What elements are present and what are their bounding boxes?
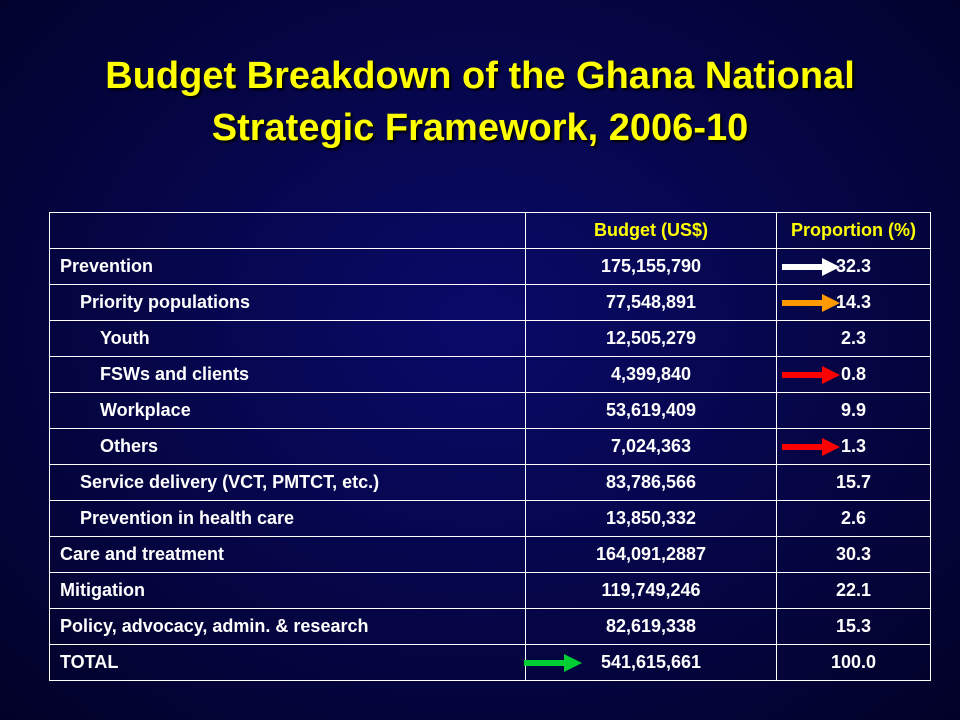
budget-table: Budget (US$) Proportion (%) Prevention 17… (49, 212, 931, 681)
row-label: Workplace (49, 392, 526, 429)
row-proportion: 32.3 (776, 248, 931, 285)
proportion-value: 15.7 (835, 472, 872, 492)
highlight-arrow-icon (524, 654, 582, 672)
proportion-value: 0.8 (840, 364, 867, 384)
row-budget: 77,548,891 (525, 284, 777, 321)
row-budget: 119,749,246 (525, 572, 777, 609)
row-proportion: 2.6 (776, 500, 931, 537)
title-line-1: Budget Breakdown of the Ghana National (105, 55, 855, 97)
proportion-value: 9.9 (840, 400, 867, 420)
proportion-value: 15.3 (835, 616, 872, 636)
budget-value: 164,091,2887 (595, 544, 707, 564)
row-label: Service delivery (VCT, PMTCT, etc.) (49, 464, 526, 501)
row-label: Mitigation (49, 572, 526, 609)
row-budget: 4,399,840 (525, 356, 777, 393)
row-label: FSWs and clients (49, 356, 526, 393)
row-proportion: 100.0 (776, 644, 931, 681)
proportion-value: 14.3 (835, 292, 872, 312)
budget-value: 77,548,891 (605, 292, 697, 312)
row-proportion: 0.8 (776, 356, 931, 393)
row-label: TOTAL (49, 644, 526, 681)
row-budget: 12,505,279 (525, 320, 777, 357)
row-label: Others (49, 428, 526, 465)
budget-value: 12,505,279 (605, 328, 697, 348)
table-row: Care and treatment 164,091,2887 30.3 (49, 536, 931, 573)
row-proportion: 22.1 (776, 572, 931, 609)
row-label: Care and treatment (49, 536, 526, 573)
row-proportion: 15.7 (776, 464, 931, 501)
highlight-arrow-icon (782, 294, 840, 312)
header-budget: Budget (US$) (525, 212, 777, 249)
proportion-value: 30.3 (835, 544, 872, 564)
row-budget: 83,786,566 (525, 464, 777, 501)
row-label: Prevention in health care (49, 500, 526, 537)
proportion-value: 22.1 (835, 580, 872, 600)
row-proportion: 9.9 (776, 392, 931, 429)
table-header-row: Budget (US$) Proportion (%) (49, 212, 931, 249)
table-row: FSWs and clients 4,399,840 0.8 (49, 356, 931, 393)
proportion-value: 32.3 (835, 256, 872, 276)
row-budget: 7,024,363 (525, 428, 777, 465)
table-row: Prevention 175,155,790 32.3 (49, 248, 931, 285)
budget-value: 82,619,338 (605, 616, 697, 636)
budget-value: 13,850,332 (605, 508, 697, 528)
row-proportion: 2.3 (776, 320, 931, 357)
table-row: Youth 12,505,279 2.3 (49, 320, 931, 357)
budget-value: 7,024,363 (610, 436, 692, 456)
row-proportion: 15.3 (776, 608, 931, 645)
table-row: Mitigation 119,749,246 22.1 (49, 572, 931, 609)
table-row: Prevention in health care 13,850,332 2.6 (49, 500, 931, 537)
proportion-value: 2.3 (840, 328, 867, 348)
budget-value: 4,399,840 (610, 364, 692, 384)
highlight-arrow-icon (782, 366, 840, 384)
row-budget: 13,850,332 (525, 500, 777, 537)
table-row: Policy, advocacy, admin. & research 82,61… (49, 608, 931, 645)
title-line-2: Strategic Framework, 2006-10 (211, 107, 749, 149)
highlight-arrow-icon (782, 438, 840, 456)
proportion-value: 1.3 (840, 436, 867, 456)
header-item (49, 212, 526, 249)
row-label: Prevention (49, 248, 526, 285)
proportion-value: 2.6 (840, 508, 867, 528)
row-proportion: 14.3 (776, 284, 931, 321)
budget-value: 541,615,661 (600, 652, 702, 672)
row-budget: 82,619,338 (525, 608, 777, 645)
table-row: Workplace 53,619,409 9.9 (49, 392, 931, 429)
budget-value: 53,619,409 (605, 400, 697, 420)
table-row: Service delivery (VCT, PMTCT, etc.) 83,78… (49, 464, 931, 501)
row-budget: 541,615,661 (524, 644, 777, 681)
row-proportion: 30.3 (776, 536, 931, 573)
row-label: Youth (49, 320, 526, 357)
row-budget: 164,091,2887 (525, 536, 777, 573)
table-row: TOTAL 541,615,661 100.0 (49, 644, 931, 681)
slide-title: Budget Breakdown of the Ghana National S… (0, 50, 960, 154)
row-label: Priority populations (49, 284, 526, 321)
table-row: Priority populations 77,548,891 14.3 (49, 284, 931, 321)
row-proportion: 1.3 (776, 428, 931, 465)
budget-value: 83,786,566 (605, 472, 697, 492)
row-label: Policy, advocacy, admin. & research (49, 608, 526, 645)
header-proportion: Proportion (%) (776, 212, 931, 249)
proportion-value: 100.0 (830, 652, 877, 672)
budget-value: 119,749,246 (601, 580, 701, 600)
highlight-arrow-icon (782, 258, 840, 276)
budget-value: 175,155,790 (600, 256, 702, 276)
row-budget: 175,155,790 (525, 248, 777, 285)
row-budget: 53,619,409 (525, 392, 777, 429)
table-row: Others 7,024,363 1.3 (49, 428, 931, 465)
